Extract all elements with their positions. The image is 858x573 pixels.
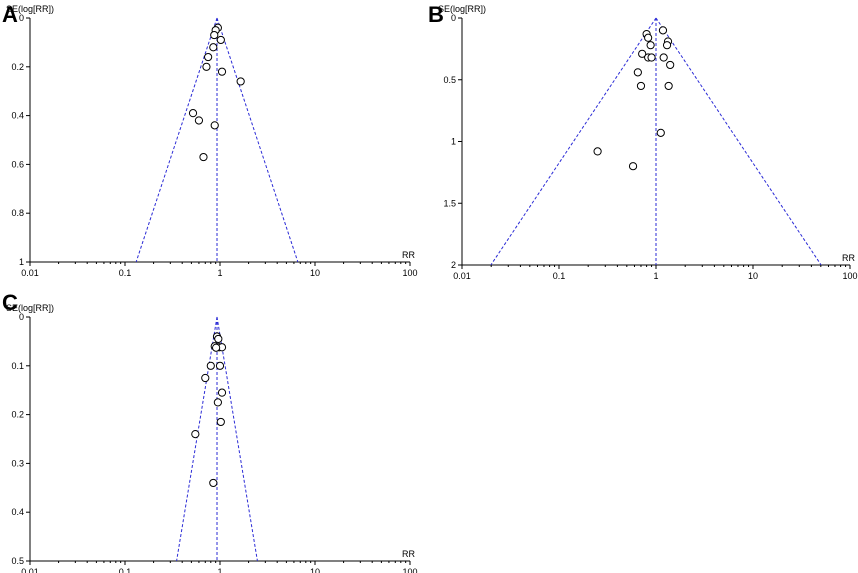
y-axis-title: SE(log[RR]) [438,4,486,14]
x-tick-label: 0.01 [453,271,471,281]
x-tick-label: 100 [402,567,417,573]
study-point [199,152,208,162]
study-point [638,49,647,58]
funnel-right-limit [216,316,258,562]
y-tick-label: 0.2 [11,410,24,420]
study-point [593,147,602,156]
x-tick-label: 100 [402,268,417,278]
funnel-left-limit [176,316,218,562]
x-tick-label: 0.1 [553,271,566,281]
study-point [188,109,198,118]
x-tick-label: 0.1 [119,268,132,278]
x-axis-title: RR [842,253,855,263]
study-point [236,77,245,86]
x-tick-label: 1 [653,271,658,281]
study-point [658,26,668,35]
y-tick-label: 0.1 [11,361,24,371]
y-axis-title: SE(log[RR]) [6,4,54,14]
study-point [210,30,219,40]
study-point [209,478,218,488]
y-tick-label: 0.8 [11,208,24,218]
study-point [214,334,223,344]
study-point [636,81,646,91]
study-point [633,68,642,77]
x-tick-label: 0.01 [21,268,39,278]
study-point [662,41,672,50]
y-tick-label: 0.5 [443,75,456,85]
y-tick-label: 1 [451,137,456,147]
study-point [216,417,225,427]
study-point [217,388,227,397]
x-tick-label: 10 [310,268,320,278]
study-point [212,343,221,352]
x-tick-label: 0.01 [21,567,39,573]
panel-letter: A [2,2,18,27]
panel-letter: C [2,290,18,315]
funnel-plot-c: CSE(log[RR]) RR 0 0.1 0.2 0.3 0.4 0.50.01 0.1 1 10… [2,290,418,573]
y-tick-label: 0.3 [11,458,24,468]
funnel-left-limit [490,17,657,266]
x-tick-label: 100 [842,271,857,281]
panel-letter: B [428,2,444,27]
y-tick-label: 0.4 [11,111,24,121]
y-tick-label: 1.5 [443,198,456,208]
study-point [210,121,219,130]
x-axis-title: RR [402,549,415,559]
study-point [647,53,656,62]
study-point [201,373,210,383]
y-tick-label: 0.2 [11,62,24,72]
study-point [209,43,218,52]
y-tick-label: 0 [19,312,24,322]
study-point [204,52,213,62]
x-tick-label: 10 [310,567,320,573]
y-tick-label: 2 [451,260,456,270]
x-axis-title: RR [402,250,415,260]
study-point [206,361,215,370]
x-tick-label: 1 [217,268,222,278]
funnel-right-limit [655,17,822,266]
study-point [666,60,675,70]
funnel-right-limit [216,17,299,263]
y-tick-label: 0 [19,13,24,23]
y-tick-label: 0.4 [11,507,24,517]
y-tick-label: 0.6 [11,159,24,169]
x-tick-label: 10 [748,271,758,281]
study-point [191,430,200,439]
y-tick-label: 0.5 [11,556,24,566]
y-tick-label: 0 [451,13,456,23]
study-point [202,62,211,71]
study-point [664,81,673,91]
funnel-left-limit [135,17,218,263]
study-point [216,35,225,45]
study-point [644,33,653,42]
study-point [217,67,227,76]
funnel-plot-b: BSE(log[RR]) RR 0 0.5 1 1.5 20.01 0.1 1 10 100 [428,2,858,281]
x-tick-label: 1 [217,567,222,573]
y-tick-label: 1 [19,257,24,267]
study-point [194,116,204,125]
study-point [628,162,638,171]
study-point [656,128,665,137]
y-axis-title: SE(log[RR]) [6,303,54,313]
study-point [213,398,222,407]
x-tick-label: 0.1 [119,567,132,573]
study-point [659,53,668,62]
study-point [215,361,225,370]
study-point [646,41,655,50]
